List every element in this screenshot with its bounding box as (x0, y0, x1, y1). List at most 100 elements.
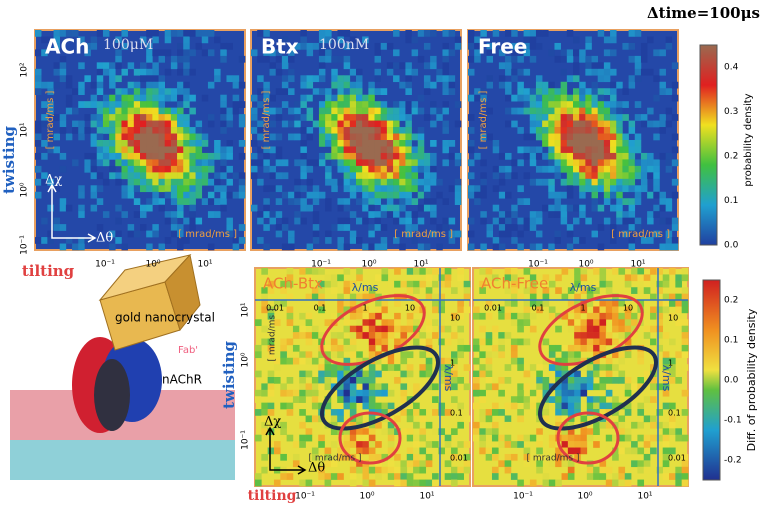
heatmap-cell (189, 179, 195, 186)
heatmap-cell (134, 82, 140, 89)
heatmap-cell (54, 224, 60, 231)
heatmap-cell (325, 95, 331, 102)
heatmap-cell (505, 153, 511, 160)
y-axis-label: twisting (0, 125, 18, 194)
heatmap-cell (610, 166, 616, 173)
x-tick-label: 10¹ (197, 260, 212, 270)
heatmap-cell (542, 205, 548, 212)
heatmap-cell (387, 134, 393, 141)
heatmap-cell (405, 166, 411, 173)
heatmap-cell (299, 435, 306, 442)
heatmap-cell (585, 69, 591, 76)
heatmap-cell (637, 422, 644, 429)
heatmap-cell (524, 88, 530, 95)
heatmap-cell (587, 403, 594, 410)
heatmap-cell (393, 159, 399, 166)
heatmap-cell (517, 383, 524, 390)
heatmap-cell (598, 69, 604, 76)
heatmap-cell (561, 82, 567, 89)
heatmap-cell (375, 166, 381, 173)
heatmap-cell (325, 281, 332, 288)
heatmap-cell (337, 88, 343, 95)
heatmap-cell (536, 383, 543, 390)
heatmap-cell (598, 140, 604, 147)
heatmap-cell (457, 377, 464, 384)
heatmap-cell (548, 192, 554, 199)
heatmap-cell (585, 101, 591, 108)
heatmap-cell (647, 192, 653, 199)
heatmap-cell (312, 415, 319, 422)
heatmap-cell (499, 82, 505, 89)
heatmap-cell (60, 153, 66, 160)
heatmap-cell (610, 88, 616, 95)
heatmap-cell (368, 211, 374, 218)
heatmap-cell (517, 146, 523, 153)
heatmap-cell (511, 403, 518, 410)
heatmap-cell (356, 198, 362, 205)
heatmap-cell (548, 159, 554, 166)
heatmap-cell (220, 205, 226, 212)
heatmap-cell (257, 179, 263, 186)
heatmap-cell (319, 127, 325, 134)
heatmap-cell (344, 172, 350, 179)
heatmap-cell (405, 121, 411, 128)
heatmap-cell (325, 108, 331, 115)
heatmap-cell (400, 358, 407, 365)
heatmap-cell (418, 244, 424, 251)
heatmap-cell (280, 339, 287, 346)
heatmap-cell (675, 300, 682, 307)
heatmap-cell (592, 134, 598, 141)
heatmap-cell (344, 326, 351, 333)
heatmap-cell (543, 473, 550, 480)
heatmap-cell (412, 211, 418, 218)
heatmap-cell (128, 224, 134, 231)
heatmap-cell (363, 441, 370, 448)
heatmap-cell (511, 224, 517, 231)
heatmap-cell (579, 192, 585, 199)
heatmap-cell (436, 75, 442, 82)
heatmap-cell (579, 146, 585, 153)
heatmap-cell (436, 108, 442, 115)
heatmap-cell (399, 205, 405, 212)
heatmap-cell (226, 192, 232, 199)
heatmap-cell (165, 114, 171, 121)
heatmap-cell (585, 185, 591, 192)
heatmap-cell (604, 146, 610, 153)
heatmap-cell (177, 153, 183, 160)
heatmap-cell (647, 36, 653, 43)
heatmap-cell (220, 159, 226, 166)
heatmap-cell (604, 88, 610, 95)
heatmap-cell (612, 454, 619, 461)
heatmap-cell (524, 218, 530, 225)
heatmap-cell (468, 30, 474, 37)
heatmap-cell (418, 146, 424, 153)
heatmap-cell (581, 441, 588, 448)
heatmap-cell (567, 140, 573, 147)
heatmap-cell (356, 319, 363, 326)
heatmap-cell (593, 332, 600, 339)
heatmap-cell (128, 179, 134, 186)
heatmap-cell (635, 56, 641, 63)
heatmap-cell (239, 237, 245, 244)
heatmap-cell (268, 383, 275, 390)
heatmap-cell (171, 172, 177, 179)
heatmap-cell (337, 218, 343, 225)
illustration: gold nanocrystalFab'nAChR (10, 255, 235, 480)
heatmap-cell (492, 351, 499, 358)
heatmap-cell (585, 62, 591, 69)
heatmap-cell (54, 62, 60, 69)
heatmap-cell (140, 224, 146, 231)
heatmap-cell (214, 185, 220, 192)
heatmap-cell (573, 101, 579, 108)
heatmap-cell (405, 172, 411, 179)
heatmap-cell (568, 403, 575, 410)
heatmap-cell (306, 428, 313, 435)
heatmap-cell (473, 383, 480, 390)
heatmap-cell (159, 101, 165, 108)
heatmap-cell (451, 467, 458, 474)
heatmap-cell (293, 345, 300, 352)
heatmap-cell (60, 69, 66, 76)
heatmap-cell (505, 69, 511, 76)
heatmap-cell (134, 114, 140, 121)
heatmap-cell (319, 134, 325, 141)
